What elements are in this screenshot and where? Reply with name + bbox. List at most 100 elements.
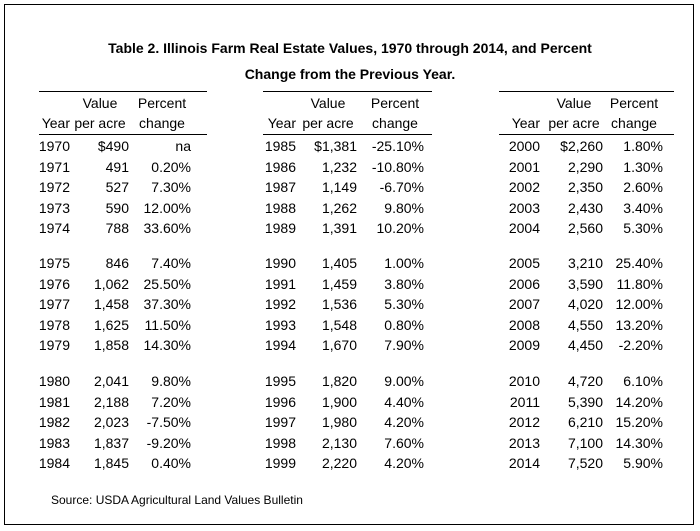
header-percent-unit: change (139, 115, 185, 131)
header-top-rule (263, 91, 432, 92)
row-value: 7,100 (567, 435, 603, 451)
row-value: 4,450 (567, 337, 603, 353)
header-value: Value (556, 95, 592, 111)
row-percent: 5.30% (384, 296, 424, 312)
row-value: 1,858 (93, 337, 129, 353)
row-year: 2002 (508, 179, 540, 195)
row-value: 2,430 (567, 200, 603, 216)
header-percent-unit: change (372, 115, 418, 131)
row-value: 2,188 (93, 394, 129, 410)
header-percent: Percent (137, 95, 187, 111)
row-year: 1994 (264, 337, 296, 353)
row-percent: 10.20% (376, 220, 424, 236)
row-year: 1976 (38, 276, 70, 292)
row-year: 1999 (264, 455, 296, 471)
row-value: 2,041 (93, 373, 129, 389)
row-year: 2004 (508, 220, 540, 236)
header-percent-unit: change (611, 115, 657, 131)
row-value: 846 (105, 255, 129, 271)
row-percent: 4.20% (384, 455, 424, 471)
row-percent: 11.50% (144, 317, 191, 333)
row-value: 491 (105, 159, 129, 175)
header-value-unit: per acre (74, 115, 126, 131)
row-percent: 25.40% (615, 255, 663, 271)
row-value: $490 (97, 138, 129, 154)
row-year: 2007 (508, 296, 540, 312)
table-subtitle: Change from the Previous Year. (244, 66, 456, 82)
row-value: 1,837 (93, 435, 129, 451)
row-year: 1973 (38, 200, 70, 216)
row-value: 1,670 (321, 337, 357, 353)
row-year: 1996 (264, 394, 296, 410)
header-year: Year (41, 115, 70, 131)
row-value: 1,459 (321, 276, 357, 292)
row-percent: 9.80% (151, 373, 191, 389)
header-top-rule (499, 91, 674, 92)
row-percent: 2.60% (623, 179, 663, 195)
row-value: 2,290 (567, 159, 603, 175)
row-year: 2009 (508, 337, 540, 353)
header-value: Value (310, 95, 346, 111)
row-year: 1983 (38, 435, 70, 451)
row-percent: 6.10% (623, 373, 663, 389)
row-percent: 7.20% (151, 394, 191, 410)
row-percent: 4.20% (384, 414, 424, 430)
row-year: 1991 (264, 276, 296, 292)
row-year: 1987 (264, 179, 296, 195)
row-year: 1984 (38, 455, 70, 471)
row-year: 2000 (508, 138, 540, 154)
row-percent: 14.20% (615, 394, 663, 410)
row-year: 2010 (508, 373, 540, 389)
row-value: 590 (105, 200, 129, 216)
row-percent: 7.90% (384, 337, 424, 353)
row-percent: -2.20% (618, 337, 663, 353)
row-value: 1,262 (321, 200, 357, 216)
table-title: Table 2. Illinois Farm Real Estate Value… (108, 40, 592, 56)
row-value: 6,210 (567, 414, 603, 430)
header-year: Year (267, 115, 296, 131)
row-year: 1971 (38, 159, 70, 175)
header-bottom-rule (263, 134, 432, 135)
row-percent: 4.40% (384, 394, 424, 410)
row-value: 1,391 (321, 220, 357, 236)
row-percent: 15.20% (615, 414, 663, 430)
row-year: 1978 (38, 317, 70, 333)
row-percent: -6.70% (379, 179, 424, 195)
row-percent: 5.30% (623, 220, 663, 236)
row-year: 1974 (38, 220, 70, 236)
row-year: 1970 (38, 138, 70, 154)
row-year: 1977 (38, 296, 70, 312)
row-year: 2005 (508, 255, 540, 271)
row-year: 1998 (264, 435, 296, 451)
row-year: 1981 (38, 394, 70, 410)
row-percent: -9.20% (146, 435, 191, 451)
row-value: 1,149 (321, 179, 357, 195)
row-value: 1,845 (93, 455, 129, 471)
row-value: 1,062 (93, 276, 129, 292)
row-percent: 0.80% (384, 317, 424, 333)
header-year: Year (511, 115, 540, 131)
row-value: 527 (105, 179, 129, 195)
row-year: 1995 (264, 373, 296, 389)
row-value: 1,232 (321, 159, 357, 175)
row-percent: -7.50% (146, 414, 191, 430)
row-value: $1,381 (314, 138, 357, 154)
row-year: 2014 (508, 455, 540, 471)
row-percent: 7.60% (384, 435, 424, 451)
row-percent: 25.50% (143, 276, 191, 292)
row-value: 4,720 (567, 373, 603, 389)
row-year: 1972 (38, 179, 70, 195)
row-value: 788 (105, 220, 129, 236)
row-value: 4,020 (567, 296, 603, 312)
row-value: 2,023 (93, 414, 129, 430)
row-value: 3,590 (567, 276, 603, 292)
row-year: 2006 (508, 276, 540, 292)
row-year: 1993 (264, 317, 296, 333)
row-percent: 1.80% (623, 138, 663, 154)
row-year: 2001 (508, 159, 540, 175)
table-frame: Table 2. Illinois Farm Real Estate Value… (4, 4, 694, 525)
row-year: 2013 (508, 435, 540, 451)
row-year: 2012 (508, 414, 540, 430)
row-value: $2,260 (560, 138, 603, 154)
row-percent: 5.90% (623, 455, 663, 471)
